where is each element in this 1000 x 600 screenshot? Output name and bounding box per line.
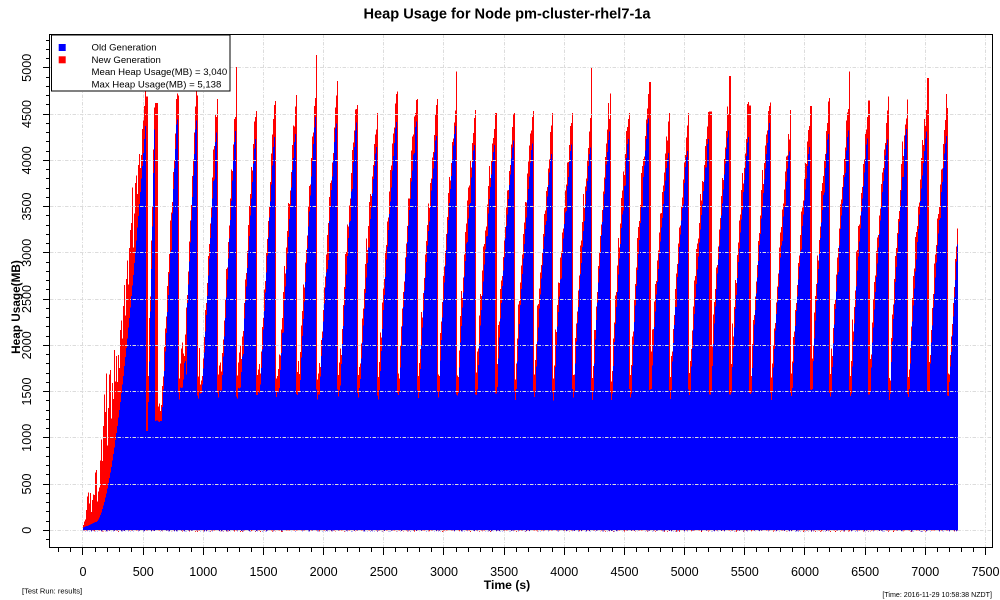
- svg-text:2500: 2500: [20, 285, 34, 313]
- svg-text:500: 500: [20, 473, 34, 494]
- svg-text:4500: 4500: [20, 100, 34, 128]
- svg-text:1000: 1000: [20, 424, 34, 452]
- svg-text:4000: 4000: [20, 146, 34, 174]
- svg-text:0: 0: [20, 527, 34, 534]
- svg-text:4000: 4000: [550, 565, 578, 579]
- svg-text:3500: 3500: [20, 192, 34, 220]
- svg-text:500: 500: [133, 565, 154, 579]
- svg-text:[Time: 2016-11-29 10:58:38 NZD: [Time: 2016-11-29 10:58:38 NZDT]: [882, 591, 992, 599]
- svg-text:7500: 7500: [971, 565, 999, 579]
- svg-text:3500: 3500: [490, 565, 518, 579]
- svg-text:5500: 5500: [731, 565, 759, 579]
- svg-text:Time (s): Time (s): [484, 578, 531, 592]
- svg-text:4500: 4500: [610, 565, 638, 579]
- svg-text:[Test Run: results]: [Test Run: results]: [22, 587, 82, 596]
- svg-text:5000: 5000: [671, 565, 699, 579]
- svg-text:6500: 6500: [851, 565, 879, 579]
- svg-text:1500: 1500: [20, 377, 34, 405]
- svg-text:3000: 3000: [20, 239, 34, 267]
- svg-text:Heap Usage for Node pm-cluster: Heap Usage for Node pm-cluster-rhel7-1a: [363, 7, 651, 23]
- svg-text:6000: 6000: [791, 565, 819, 579]
- svg-text:5000: 5000: [20, 54, 34, 82]
- svg-text:0: 0: [79, 565, 86, 579]
- svg-text:7000: 7000: [911, 565, 939, 579]
- svg-text:1500: 1500: [249, 565, 277, 579]
- svg-text:2500: 2500: [370, 565, 398, 579]
- svg-text:New Generation: New Generation: [92, 55, 161, 66]
- svg-text:Max Heap Usage(MB) = 5,138: Max Heap Usage(MB) = 5,138: [92, 79, 222, 90]
- svg-text:2000: 2000: [310, 565, 338, 579]
- svg-text:Heap Usage(MB): Heap Usage(MB): [9, 260, 23, 354]
- svg-text:Old Generation: Old Generation: [92, 42, 157, 53]
- svg-text:1000: 1000: [189, 565, 217, 579]
- svg-text:Mean Heap Usage(MB) = 3,040: Mean Heap Usage(MB) = 3,040: [92, 67, 228, 78]
- svg-text:2000: 2000: [20, 331, 34, 359]
- svg-text:3000: 3000: [430, 565, 458, 579]
